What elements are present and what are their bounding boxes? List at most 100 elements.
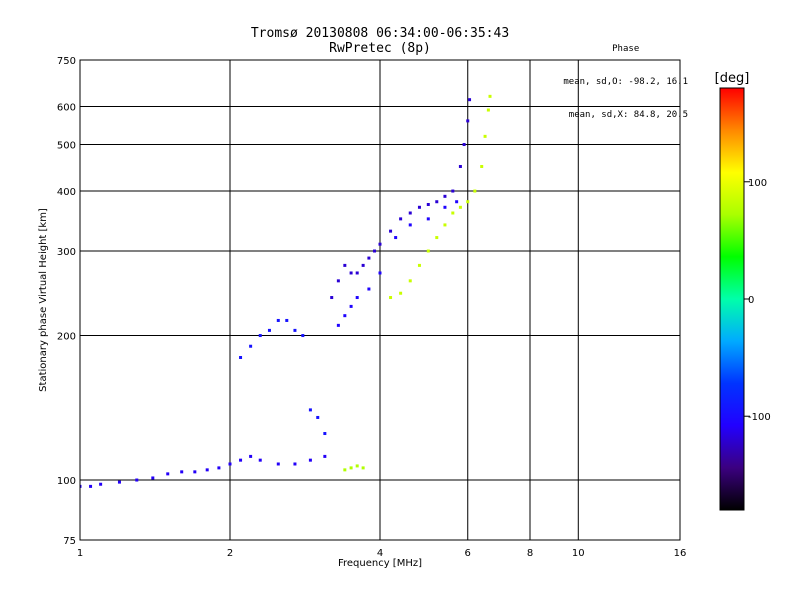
data-point [389, 296, 393, 300]
data-point [466, 200, 470, 204]
data-point [228, 462, 232, 466]
data-point [349, 304, 353, 308]
data-point [473, 189, 477, 193]
data-point [417, 205, 421, 209]
colorbar-tick-label: 100 [748, 178, 767, 189]
data-point [443, 205, 447, 209]
data-point [399, 217, 403, 221]
data-point [435, 200, 439, 204]
data-point [486, 108, 490, 112]
data-point [458, 164, 462, 168]
data-point [451, 211, 455, 215]
data-point [378, 242, 382, 246]
data-point [367, 256, 371, 260]
data-point [367, 287, 371, 291]
title-line-2: RwPretec (8p) [329, 41, 431, 56]
data-point [343, 263, 347, 267]
data-point [180, 470, 184, 474]
y-tick-label: 750 [57, 56, 76, 67]
x-tick-label: 4 [377, 548, 383, 559]
data-point [316, 415, 320, 419]
data-point [389, 229, 393, 233]
phase-o-stats: mean, sd,O: -98.2, 16.1 [563, 77, 688, 87]
colorbar-label: [deg] [715, 71, 750, 86]
data-point [258, 334, 262, 338]
data-point [301, 334, 305, 338]
data-point [455, 200, 459, 204]
x-tick-label: 10 [572, 548, 585, 559]
data-point [349, 466, 353, 470]
y-tick-label: 200 [57, 332, 76, 343]
chart-title: Tromsø 20130808 06:34:00-06:35:43 RwPret… [200, 26, 560, 56]
plot-frame [79, 59, 681, 541]
series-f-layer-x-trace [389, 94, 492, 300]
data-point [451, 189, 455, 193]
data-point [355, 464, 359, 468]
series-f-layer-o-spread [336, 200, 459, 327]
data-point [480, 164, 484, 168]
data-point [343, 314, 347, 318]
y-tick-label: 600 [57, 103, 76, 114]
data-point [361, 466, 365, 470]
data-point [293, 328, 297, 332]
data-points [80, 94, 492, 488]
data-point [435, 236, 439, 240]
data-point [217, 466, 221, 470]
data-point [349, 271, 353, 275]
data-point [308, 408, 312, 412]
data-point [394, 236, 398, 240]
data-point [89, 484, 93, 488]
data-point [462, 143, 466, 147]
data-point [308, 458, 312, 462]
data-point [276, 318, 280, 322]
data-point [117, 480, 121, 484]
data-point [343, 468, 347, 472]
phase-stats: Phase mean, sd,O: -98.2, 16.1 mean, sd,X… [563, 22, 688, 132]
data-point [408, 279, 412, 283]
grid [79, 59, 681, 541]
data-point [443, 194, 447, 198]
series-e-layer-cusp [239, 318, 327, 436]
data-point [336, 279, 340, 283]
data-point [151, 476, 155, 480]
y-tick-label: 100 [57, 476, 76, 487]
data-point [488, 94, 492, 98]
data-point [378, 271, 382, 275]
colorbar-tick-label: 0 [748, 295, 754, 306]
data-point [323, 432, 327, 436]
axis-ticks: 1 2 4 6 8 10 16 75 100 200 300 400 500 600 750 [57, 56, 686, 559]
data-point [239, 458, 243, 462]
data-point [205, 468, 209, 472]
x-tick-label: 1 [77, 548, 83, 559]
data-point [355, 271, 359, 275]
data-point [80, 484, 82, 488]
phase-x-stats: mean, sd,X: 84.8, 20.5 [568, 110, 688, 120]
data-point [193, 470, 197, 474]
series-o-mode-trace [80, 454, 327, 488]
data-point [408, 223, 412, 227]
data-point [361, 263, 365, 267]
x-tick-label: 16 [674, 548, 687, 559]
data-point [336, 323, 340, 327]
data-point [458, 205, 462, 209]
y-tick-label: 75 [63, 536, 76, 547]
y-tick-label: 400 [57, 187, 76, 198]
colorbar: [deg] 100 0 -100 [715, 71, 771, 511]
data-point [426, 249, 430, 253]
colorbar-ticks: 100 0 -100 [744, 178, 771, 423]
data-point [426, 202, 430, 206]
data-point [408, 211, 412, 215]
data-point [276, 462, 280, 466]
x-tick-label: 6 [465, 548, 471, 559]
data-point [443, 223, 447, 227]
data-point [323, 454, 327, 458]
data-point [285, 318, 289, 322]
colorbar-gradient [719, 87, 745, 511]
data-point [249, 344, 253, 348]
data-point [483, 134, 487, 138]
x-axis-label: Frequency [MHz] [338, 558, 422, 569]
data-point [258, 458, 262, 462]
title-line-1: Tromsø 20130808 06:34:00-06:35:43 [250, 26, 510, 41]
data-point [249, 454, 253, 458]
